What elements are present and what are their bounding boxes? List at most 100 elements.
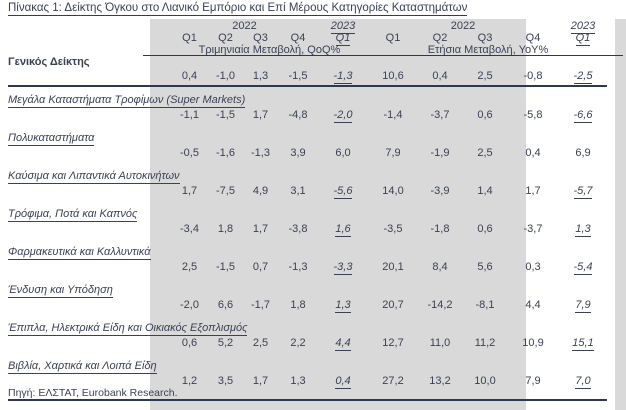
bottom-divider [8,399,607,401]
value-cell: 3,9 [290,147,306,159]
header-measure-row: Τριμηνιαία Μεταβολή, QoQ% Ετήσια Μεταβολ… [0,44,608,57]
value-cell: 6,6 [217,299,234,311]
value-cell: -1,8 [430,223,450,235]
source-note: Πηγή: ΕΛΣΤΑΤ, Eurobank Research. [8,387,178,399]
value-cell: 2,5 [477,147,493,159]
column-header-yoy-q1: Q1 [385,32,401,44]
value-cell: 7,9 [525,375,541,387]
value-cell: -1,9 [430,147,450,159]
value-cell: 0,6 [477,223,493,235]
value-cell: -3,9 [430,185,450,197]
value-cell: 1,8 [217,223,234,235]
values-row-department-stores: -0,5 -1,6 -1,3 3,9 6,0 7,9 -1,9 2,5 0,4 … [0,147,608,160]
value-cell: -14,2 [427,299,453,311]
row-label-books: Βιβλία, Χαρτικά και Λοιπά Είδη [8,360,157,374]
value-cell: -3,7 [523,223,543,235]
yoy-block-label: Ετήσια Μεταβολή, YoY% [427,44,549,56]
header-quarters-row: Q1 Q2 Q3 Q4 Q1 Q1 Q2 Q3 Q4 Q1 [0,32,608,46]
general-index-values-row: 0,4 -1,0 1,3 -1,5 -1,3 10,6 0,4 2,5 -0,8… [0,70,608,84]
values-row-furniture: 0,6 5,2 2,5 2,2 4,4 12,7 11,0 11,2 10,9 … [0,337,608,351]
column-header-yoy-q4: Q4 [525,32,541,44]
value-cell: 10,9 [522,337,544,349]
value-cell-2023: 1,3 [575,223,591,237]
column-header-yoy-q1-2023: Q1 [575,32,591,46]
column-header-qoq-2023: 2023 [330,20,356,34]
value-cell: -1,0 [216,70,235,82]
value-cell: 11,0 [429,337,451,349]
value-cell: -1,3 [251,147,270,159]
row-label-fuels: Καύσιμα και Λιπαντικά Αυτοκινήτων [8,170,180,184]
value-cell: 1,7 [252,109,269,121]
column-header-qoq-q1-2023: Q1 [335,32,351,46]
value-cell: 1,7 [252,375,269,387]
highlight-band-right-edge [615,19,626,410]
value-cell: 1,8 [290,299,306,311]
value-cell: -0,5 [180,147,199,159]
value-cell: 5,2 [217,337,234,349]
value-cell: 14,0 [382,185,404,197]
value-cell: -3,4 [180,223,199,235]
value-cell: 20,7 [382,299,404,311]
column-header-yoy-2022: 2022 [450,20,476,32]
row-label-furniture: Έπιπλα, Ηλεκτρικά Είδη και Οικιακός Εξοπ… [8,322,248,336]
value-cell: 1,7 [525,185,541,197]
value-cell: 0,4 [181,70,198,82]
value-cell: 1,3 [290,375,306,387]
column-header-yoy-q3: Q3 [477,32,493,44]
value-cell: 27,2 [382,375,404,387]
values-row-food-beverages: -3,4 1,8 1,7 -3,8 1,6 -3,5 -1,8 0,6 -3,7… [0,223,608,237]
value-cell-2023: 1,3 [335,299,351,313]
value-cell: 5,6 [477,261,493,273]
column-header-yoy-2023: 2023 [570,20,596,34]
general-index-label-row: Γενικός Δείκτης [0,56,608,69]
qoq-block-label: Τριμηνιαία Μεταβολή, QoQ% [198,44,341,56]
row-label-pharmaceuticals: Φαρμακευτικά και Καλλυντικά [8,246,151,260]
value-cell: -3,7 [430,109,450,121]
value-cell: 10,0 [474,375,496,387]
value-cell: -4,8 [288,109,308,121]
value-cell: 0,6 [477,109,493,121]
value-cell: 12,7 [382,337,404,349]
value-cell: 4,9 [252,185,269,197]
row-label-general-index: Γενικός Δείκτης [8,56,90,68]
value-cell: 2,5 [252,337,269,349]
page-title: Πίνακας 1: Δείκτης Όγκου στο Λιανικό Εμπ… [8,2,468,16]
value-cell-2023: 1,6 [335,223,351,237]
value-cell: 7,9 [385,147,401,159]
row-label-supermarkets: Μεγάλα Καταστήματα Τροφίμων (Super Marke… [8,94,246,108]
value-cell-2023: 7,9 [575,299,591,313]
value-cell: -8,1 [475,299,495,311]
column-header-qoq-q2: Q2 [218,32,233,44]
value-cell: -2,0 [180,299,199,311]
value-cell-2023: 4,4 [335,337,351,351]
column-header-qoq-q1: Q1 [182,32,197,44]
value-cell: 6,0 [335,147,351,159]
row-label-department-stores: Πολυκαταστήματα [8,132,95,146]
column-header-qoq-2022: 2022 [232,20,257,32]
value-cell: -1,4 [383,109,403,121]
value-cell-2023: -5,7 [573,185,593,199]
value-cell: -3,5 [383,223,403,235]
value-cell: -1,5 [216,109,235,121]
general-index-divider [8,85,607,87]
value-cell-2023: -5,6 [333,185,353,199]
value-cell-2023: -5,4 [573,261,593,275]
value-cell: -1,1 [180,109,199,121]
row-label-food-beverages: Τρόφιμα, Ποτά και Καπνός [8,208,138,222]
value-cell: -3,8 [288,223,308,235]
row-label-clothing: Ένδυση και Υπόδηση [8,284,113,298]
value-cell-2023: -3,3 [333,261,353,275]
value-cell-2023: 0,4 [335,375,351,389]
value-cell: 1,7 [181,185,198,197]
value-cell: -1,7 [251,299,270,311]
value-cell-2023: 15,1 [572,337,594,351]
value-cell: 6,9 [575,147,591,159]
values-row-fuels: 1,7 -7,5 4,9 3,1 -5,6 14,0 -3,9 1,4 1,7 … [0,185,608,199]
value-cell: 10,6 [382,70,404,82]
value-cell-2023: -2,5 [573,70,593,84]
value-cell: -1,5 [216,261,235,273]
values-row-pharmaceuticals: 2,5 -1,5 0,7 -1,3 -3,3 20,1 8,4 5,6 0,3 … [0,261,608,275]
value-cell: 8,4 [432,261,448,273]
value-cell: 0,6 [181,337,198,349]
